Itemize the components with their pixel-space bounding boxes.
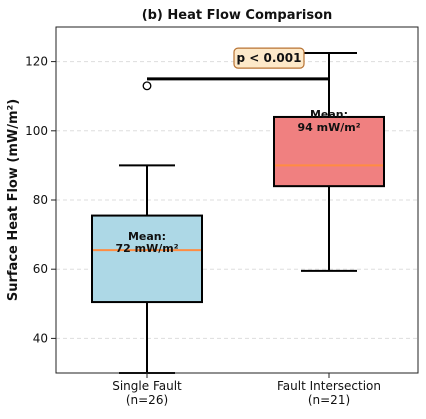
y-tick-label: 40: [33, 331, 48, 345]
plot-area: 40 60 80 100 120 Single Fault(n=26) Fault Inte…: [25, 26, 419, 407]
y-tick-label: 80: [33, 193, 48, 207]
mean-label: Mean:: [310, 108, 348, 121]
y-tick-label: 120: [25, 55, 48, 69]
x-category-count: (n=26): [126, 393, 168, 407]
mean-label: Mean:: [128, 230, 166, 243]
y-tick-label: 100: [25, 124, 48, 138]
chart-title: (b) Heat Flow Comparison: [142, 8, 333, 23]
p-value-label: p < 0.001: [237, 51, 302, 65]
box-iqr: [273, 115, 385, 188]
x-category-label: Fault Intersection: [277, 379, 381, 393]
box-iqr: [91, 214, 203, 304]
y-axis-label: Surface Heat Flow (mW/m²): [6, 99, 21, 301]
x-category-count: (n=21): [308, 393, 350, 407]
mean-value-label: 72 mW/m²: [115, 242, 178, 255]
outlier-point: [142, 81, 152, 91]
p-value-box: [233, 47, 305, 69]
y-tick-label: 60: [33, 262, 48, 276]
x-category-label: Single Fault: [112, 379, 182, 393]
mean-value-label: 94 mW/m²: [297, 121, 360, 134]
plot-frame: [55, 26, 419, 374]
